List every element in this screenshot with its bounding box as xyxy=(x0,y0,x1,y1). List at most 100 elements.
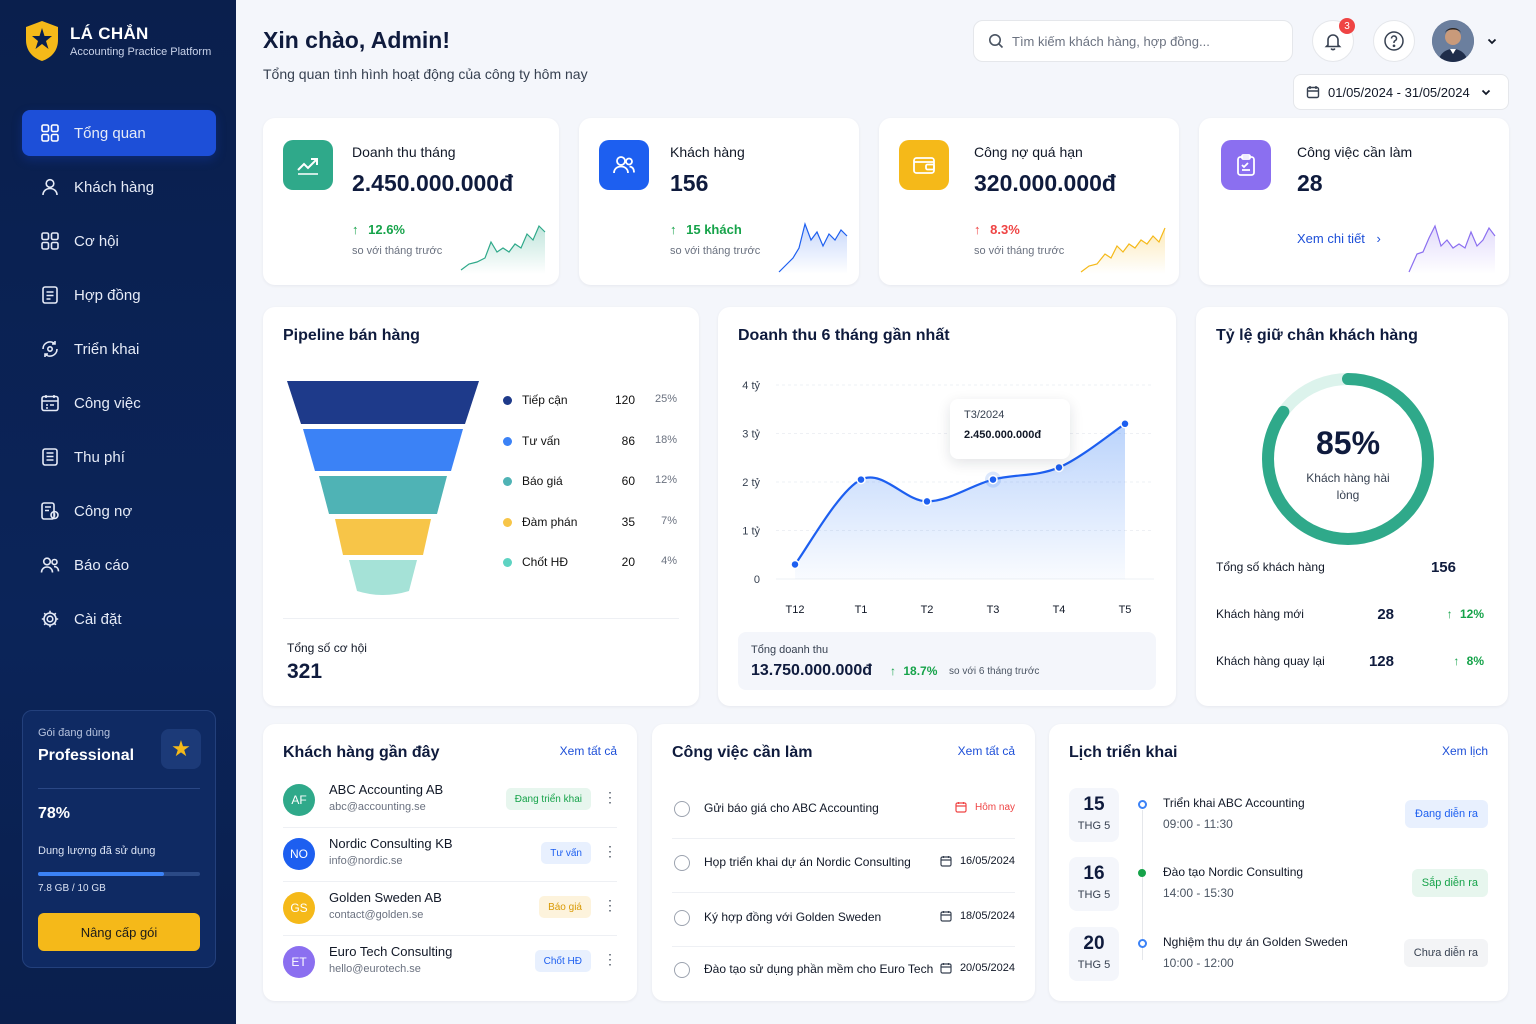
x-tick-label: T3 xyxy=(987,604,1000,616)
invoice-icon xyxy=(40,447,60,467)
list-item[interactable]: NO Nordic Consulting KB info@nordic.se T… xyxy=(283,828,617,882)
legend-name: Chốt HĐ xyxy=(522,555,569,569)
kpi-value: 2.450.000.000đ xyxy=(352,170,514,196)
task-item[interactable]: Họp triển khai dự án Nordic Consulting 1… xyxy=(672,839,1015,893)
task-item[interactable]: Đào tạo sử dụng phần mềm cho Euro Tech 2… xyxy=(672,946,1015,996)
schedule-day: 16 xyxy=(1083,863,1105,884)
retention-donut xyxy=(1262,373,1434,545)
data-point xyxy=(922,496,932,507)
sidebar-item-reports[interactable]: Báo cáo xyxy=(22,542,216,588)
revenue-total: 13.750.000.000đ xyxy=(751,662,872,679)
list-item[interactable]: ET Euro Tech Consulting hello@eurotech.s… xyxy=(283,936,617,990)
list-item[interactable]: GS Golden Sweden AB contact@golden.se Bá… xyxy=(283,882,617,936)
kpi-card-customers[interactable]: Khách hàng 156 ↑ 15 khách so với tháng t… xyxy=(579,118,859,285)
upgrade-plan-button[interactable]: Nâng cấp gói xyxy=(38,913,200,951)
search-input[interactable] xyxy=(1012,33,1272,49)
tooltip-value: 2.450.000.000đ xyxy=(964,429,1042,441)
view-calendar-link[interactable]: Xem lịch xyxy=(1441,744,1488,758)
sidebar-item-label: Thu phí xyxy=(74,448,125,466)
gear-icon xyxy=(40,609,60,629)
avatar: GS xyxy=(283,892,315,924)
plan-card: Gói đang dùng Professional ★ 78% Dung lư… xyxy=(22,710,216,968)
view-all-customers-link[interactable]: Xem tất cả xyxy=(559,744,617,758)
view-details-label: Xem chi tiết xyxy=(1297,231,1365,246)
notifications-button[interactable]: 3 xyxy=(1312,18,1355,62)
pipeline-total: 321 xyxy=(287,660,323,683)
avatar: ET xyxy=(283,946,315,978)
list-item[interactable]: AF ABC Accounting AB abc@accounting.se Đ… xyxy=(283,774,617,828)
retention-row-label: Khách hàng quay lại xyxy=(1216,654,1325,668)
usage-progress-bar xyxy=(38,872,200,876)
date-range-picker[interactable]: 01/05/2024 - 31/05/2024 xyxy=(1293,74,1509,110)
kpi-card-tasks[interactable]: Công việc cần làm 28 Xem chi tiết › xyxy=(1199,118,1509,285)
task-item[interactable]: Ký hợp đồng với Golden Sweden 18/05/2024 xyxy=(672,894,1015,947)
chevron-down-icon xyxy=(1481,89,1490,96)
view-details-link[interactable]: Xem chi tiết › xyxy=(1297,231,1381,246)
calendar-icon xyxy=(955,802,967,813)
sidebar-item-label: Hợp đồng xyxy=(74,286,141,304)
funnel-stage-reach xyxy=(287,381,479,424)
more-options-icon[interactable]: ⋮ xyxy=(603,843,617,859)
kpi-card-revenue[interactable]: Doanh thu tháng 2.450.000.000đ ↑ 12.6% s… xyxy=(263,118,559,285)
view-all-tasks-link[interactable]: Xem tất cả xyxy=(957,744,1015,758)
brand-logo[interactable]: LÁ CHẮN Accounting Practice Platform xyxy=(24,20,211,62)
sidebar-item-label: Cài đặt xyxy=(74,610,122,628)
user-menu[interactable] xyxy=(1432,20,1510,62)
y-tick-label: 1 tỷ xyxy=(742,526,760,538)
sidebar-item-deployment[interactable]: Triển khai xyxy=(22,326,216,372)
search-box[interactable] xyxy=(973,20,1293,62)
plan-label: Gói đang dùng xyxy=(38,727,111,739)
sidebar-item-opportunities[interactable]: Cơ hội xyxy=(22,218,216,264)
legend-count: 35 xyxy=(621,515,635,529)
clipboard-icon xyxy=(1221,140,1271,190)
schedule-item[interactable]: 20 THG 5 Nghiệm thu dự án Golden Sweden 1… xyxy=(1069,927,1488,989)
status-badge: Sắp diễn ra xyxy=(1411,869,1488,897)
schedule-item[interactable]: 16 THG 5 Đào tạo Nordic Consulting 14:00 … xyxy=(1069,857,1488,919)
sidebar-item-overview[interactable]: Tổng quan xyxy=(22,110,216,156)
avatar: NO xyxy=(283,838,315,870)
more-options-icon[interactable]: ⋮ xyxy=(603,951,617,967)
task-date-value: 16/05/2024 xyxy=(959,855,1015,867)
sidebar-item-settings[interactable]: Cài đặt xyxy=(22,596,216,642)
schedule-month: THG 5 xyxy=(1077,820,1111,832)
kpi-card-overdue-debt[interactable]: Công nợ quá hạn 320.000.000đ ↑ 8.3% so v… xyxy=(879,118,1179,285)
more-options-icon[interactable]: ⋮ xyxy=(603,789,617,805)
task-checkbox[interactable] xyxy=(674,855,690,871)
more-options-icon[interactable]: ⋮ xyxy=(603,897,617,913)
retention-percent: 85% xyxy=(1315,425,1381,461)
customer-name: Golden Sweden AB xyxy=(329,890,442,905)
pipeline-card: Pipeline bán hàng Tiếp cận 120 25% Tư vấn 8… xyxy=(263,307,699,706)
sidebar-item-customers[interactable]: Khách hàng xyxy=(22,164,216,210)
brand-name: LÁ CHẮN xyxy=(70,24,149,43)
legend-name: Tư vấn xyxy=(522,434,561,448)
sidebar-item-tasks[interactable]: Công việc xyxy=(22,380,216,426)
task-checkbox[interactable] xyxy=(674,910,690,926)
customer-email: info@nordic.se xyxy=(329,855,403,867)
task-checkbox[interactable] xyxy=(674,962,690,978)
revenue-area-chart: 0 1 tỷ 2 tỷ 3 tỷ 4 tỷ T12 T1 T2 T3 T4 T5 xyxy=(742,380,1154,616)
retention-row: Tổng số khách hàng 156 xyxy=(1216,559,1484,584)
plan-percent: 78% xyxy=(38,805,71,822)
x-tick-label: T1 xyxy=(855,604,868,616)
schedule-day: 20 xyxy=(1083,933,1105,954)
timeline-dot xyxy=(1138,939,1147,948)
section-title: Pipeline bán hàng xyxy=(283,327,420,344)
page-subtitle: Tổng quan tình hình hoạt động của công t… xyxy=(263,66,588,82)
sidebar-item-label: Công việc xyxy=(74,394,141,412)
help-button[interactable] xyxy=(1373,20,1415,62)
y-tick-label: 2 tỷ xyxy=(742,477,760,489)
trend-up-icon xyxy=(283,140,333,190)
task-checkbox[interactable] xyxy=(674,801,690,817)
task-date-value: 20/05/2024 xyxy=(959,962,1015,974)
schedule-item[interactable]: 15 THG 5 Triển khai ABC Accounting 09:00 … xyxy=(1069,788,1488,850)
schedule-time: 14:00 - 15:30 xyxy=(1163,886,1234,900)
sidebar-item-fees[interactable]: Thu phí xyxy=(22,434,216,480)
sidebar-item-contracts[interactable]: Hợp đồng xyxy=(22,272,216,318)
task-icon xyxy=(40,393,60,413)
sidebar-item-debt[interactable]: Công nợ xyxy=(22,488,216,534)
kpi-note: so với tháng trước xyxy=(670,245,761,257)
pipeline-legend-item: Chốt HĐ 20 4% xyxy=(503,553,678,573)
task-date: 20/05/2024 xyxy=(940,962,1015,974)
retention-center-label: Khách hàng hài lòng xyxy=(1306,471,1390,502)
task-item[interactable]: Gửi báo giá cho ABC Accounting Hôm nay xyxy=(672,785,1015,839)
